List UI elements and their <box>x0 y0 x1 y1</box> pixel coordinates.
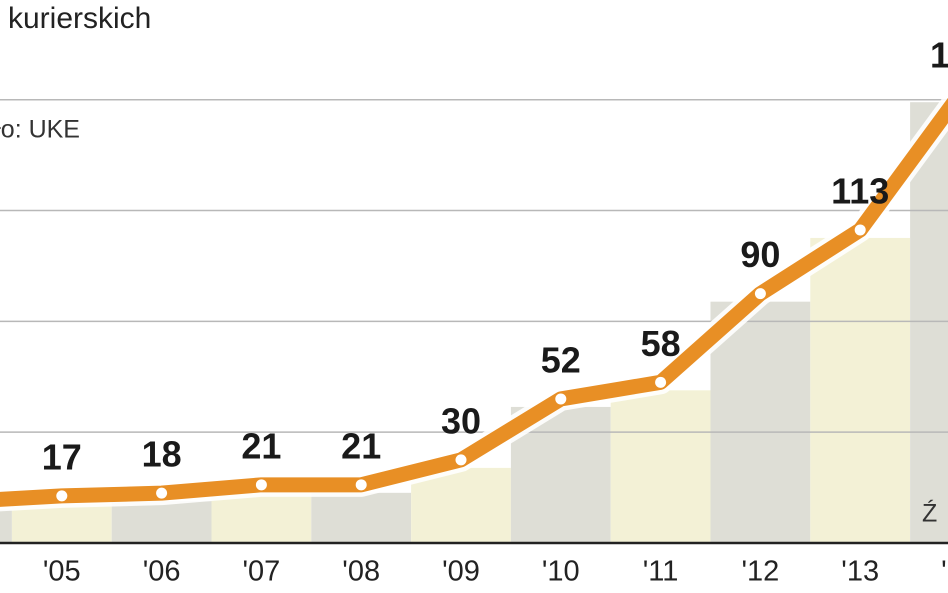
bar <box>111 501 212 543</box>
point <box>355 479 367 491</box>
value-label: 90 <box>740 234 780 275</box>
x-tick-label: '05 <box>43 556 81 588</box>
x-tick-label: '14 <box>941 556 948 588</box>
value-label: 52 <box>541 339 581 380</box>
bar <box>211 492 312 543</box>
bar <box>311 492 412 543</box>
value-label: 21 <box>241 425 281 466</box>
bar <box>710 301 811 543</box>
x-tick-label: '12 <box>742 556 780 588</box>
source: Źródło: UKE <box>0 115 80 144</box>
point <box>455 454 467 466</box>
point <box>56 490 68 502</box>
point <box>555 393 567 405</box>
x-tick-label: '08 <box>342 556 380 588</box>
value-label: 58 <box>641 323 681 364</box>
x-tick-label: '11 <box>643 556 679 588</box>
value-label: 30 <box>441 400 481 441</box>
bar <box>910 102 948 543</box>
x-tick-label: '07 <box>243 556 281 588</box>
x-tick-label: '09 <box>442 556 480 588</box>
value-label: 21 <box>341 425 381 466</box>
x-tick-label: '13 <box>841 556 879 588</box>
point <box>655 376 667 388</box>
x-tick-label: '10 <box>542 556 580 588</box>
point <box>854 224 866 236</box>
bar <box>610 390 711 543</box>
value-label: 113 <box>831 170 889 211</box>
source: Ź <box>922 499 937 528</box>
point <box>156 487 168 499</box>
bar <box>0 509 12 543</box>
point <box>255 479 267 491</box>
point <box>754 288 766 300</box>
x-tick-label: '06 <box>143 556 181 588</box>
bar <box>810 237 911 543</box>
value-label: 162 <box>930 35 948 76</box>
bar <box>11 503 112 543</box>
value-label: 18 <box>142 434 182 475</box>
value-label: 17 <box>42 436 82 477</box>
chart-title: kurierskich <box>8 2 151 35</box>
